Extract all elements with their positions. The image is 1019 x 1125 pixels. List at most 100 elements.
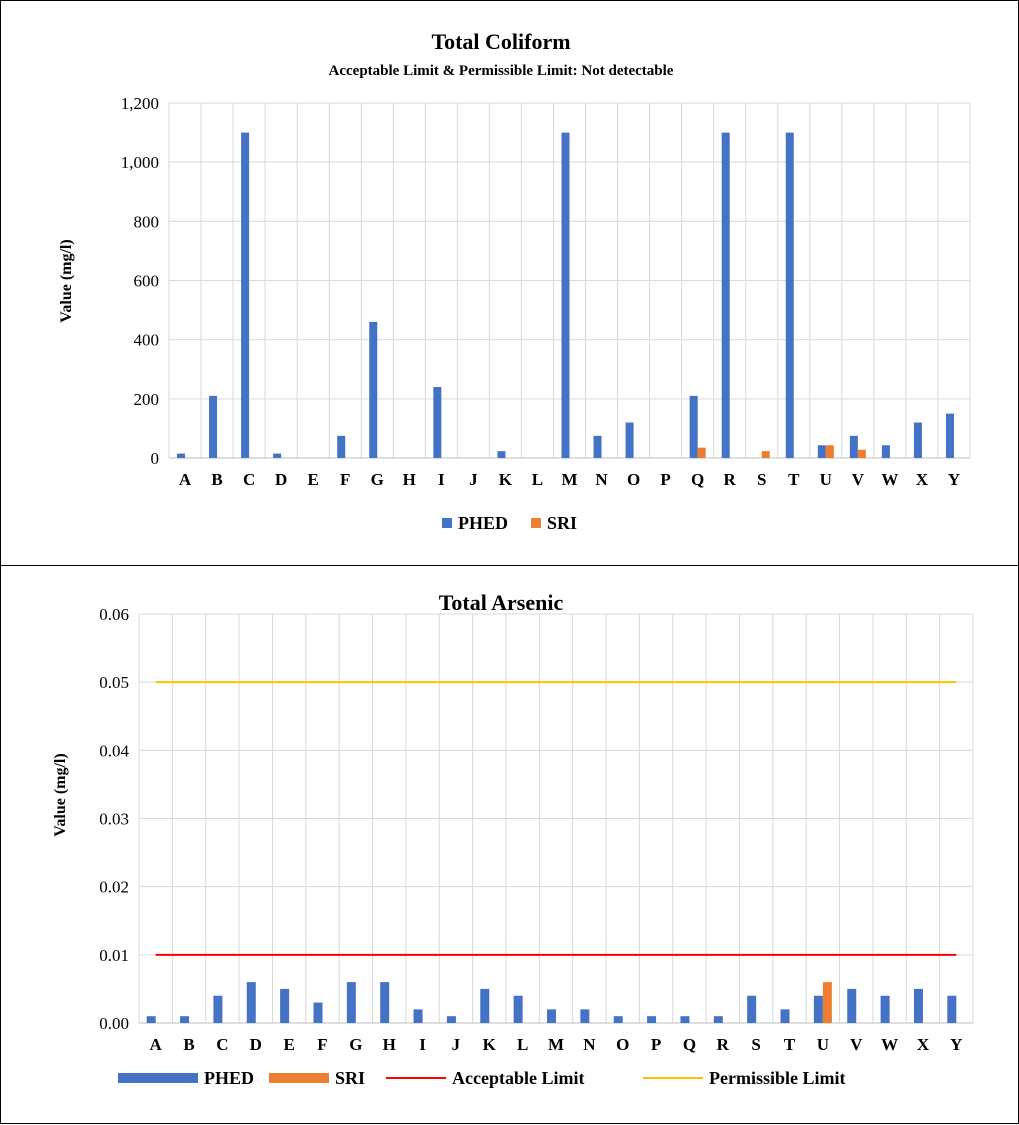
y-tick-label: 0.02 [99, 878, 129, 897]
y-tick-label: 0.01 [99, 946, 129, 965]
x-tick-label: U [817, 1035, 829, 1054]
y-tick-label: 1,200 [121, 94, 159, 113]
bar-phed-r [721, 132, 730, 459]
legend-label-phed: PHED [458, 513, 508, 533]
y-tick-label: 800 [134, 212, 160, 231]
coliform-chart-panel: Total Coliform Acceptable Limit & Permis… [0, 0, 1019, 566]
bar-sri-u [822, 982, 832, 1023]
arsenic-chart: Total Arsenic Value (mg/l) 0.00 0.01 0.02 0… [52, 590, 974, 1088]
bar-phed-j [446, 1016, 456, 1023]
x-tick-label: I [438, 470, 445, 489]
bar-phed-b [180, 1016, 190, 1023]
x-tick-label: N [583, 1035, 596, 1054]
x-tick-label: P [660, 470, 670, 489]
y-tick-label: 0.04 [99, 741, 129, 760]
x-tick-label: K [499, 470, 513, 489]
x-tick-label: H [383, 1035, 396, 1054]
legend-label-permissible-limit: Permissible Limit [709, 1068, 845, 1088]
chart-subtitle: Acceptable Limit & Permissible Limit: No… [329, 63, 674, 79]
coliform-chart: Total Coliform Acceptable Limit & Permis… [58, 29, 971, 533]
bar-phed-k [497, 451, 506, 458]
bar-phed-s [747, 995, 757, 1023]
x-tick-label: N [595, 470, 608, 489]
bar-phed-n [593, 435, 602, 458]
x-tick-label: C [243, 470, 255, 489]
x-tick-label: V [852, 470, 865, 489]
x-tick-label: E [308, 470, 319, 489]
x-tick-label: J [452, 1035, 461, 1054]
bar-phed-m [547, 1009, 556, 1023]
y-tick-label: 200 [134, 390, 160, 409]
y-axis-label: Value (mg/l) [52, 753, 69, 836]
x-tick-label: U [820, 470, 832, 489]
x-tick-label: I [419, 1035, 426, 1054]
legend-label-sri: SRI [335, 1068, 365, 1088]
x-tick-label: K [483, 1035, 497, 1054]
x-tick-label: W [881, 1035, 898, 1054]
bar-phed-l [513, 995, 523, 1023]
bar-phed-v [849, 435, 858, 458]
y-tick-label: 0.00 [99, 1014, 129, 1033]
bar-phed-u [817, 445, 826, 458]
x-tick-label: P [651, 1035, 661, 1054]
chart-title: Total Coliform [431, 29, 570, 54]
bar-phed-g [369, 321, 378, 458]
bar-phed-c [213, 995, 223, 1023]
legend-label-sri: SRI [547, 513, 577, 533]
bar-phed-g [346, 982, 356, 1023]
bar-phed-p [647, 1016, 657, 1023]
bar-phed-x [913, 988, 923, 1023]
x-tick-label: T [784, 1035, 796, 1054]
y-tick-label: 1,000 [121, 153, 159, 172]
bar-phed-d [246, 982, 256, 1023]
y-tick-label: 0.06 [99, 605, 129, 624]
x-tick-label: W [881, 470, 898, 489]
bar-phed-r [713, 1016, 723, 1023]
bar-phed-h [380, 982, 390, 1023]
bar-phed-q [680, 1016, 690, 1023]
x-tick-label: Q [691, 470, 704, 489]
bar-phed-a [177, 453, 186, 458]
legend-label-acceptable-limit: Acceptable Limit [452, 1068, 584, 1088]
bar-sri-s [761, 451, 770, 458]
y-axis-label: Value (mg/l) [58, 239, 75, 322]
y-tick-label: 0 [151, 449, 160, 468]
bar-sri-u [825, 445, 834, 458]
legend-label-phed: PHED [204, 1068, 254, 1088]
x-tick-label: T [788, 470, 800, 489]
bar-phed-e [280, 988, 290, 1023]
y-tick-label: 0.05 [99, 673, 129, 692]
x-tick-label: X [917, 1035, 930, 1054]
y-tick-label: 0.03 [99, 810, 129, 829]
x-tick-label: C [216, 1035, 228, 1054]
x-tick-label: L [517, 1035, 528, 1054]
bar-phed-y [945, 413, 954, 458]
bar-phed-i [433, 387, 442, 458]
x-tick-label: G [349, 1035, 362, 1054]
bar-phed-w [880, 995, 890, 1023]
bar-phed-u [813, 995, 823, 1023]
x-tick-label: J [469, 470, 478, 489]
x-tick-label: Y [950, 1035, 962, 1054]
bar-phed-t [785, 132, 794, 459]
bar-phed-f [337, 435, 346, 458]
bar-phed-k [480, 988, 490, 1023]
x-tick-label: D [275, 470, 287, 489]
x-tick-label: Q [683, 1035, 696, 1054]
legend-swatch-phed [118, 1073, 198, 1083]
x-tick-label: O [627, 470, 640, 489]
chart-title: Total Arsenic [439, 590, 564, 615]
bar-phed-q [689, 395, 698, 458]
bar-phed-y [947, 995, 957, 1023]
x-tick-label: X [916, 470, 929, 489]
x-tick-label: G [371, 470, 384, 489]
bar-phed-o [625, 422, 634, 458]
x-tick-label: S [751, 1035, 760, 1054]
x-tick-label: A [150, 1035, 163, 1054]
x-tick-label: D [250, 1035, 262, 1054]
y-tick-label: 600 [134, 272, 160, 291]
x-tick-label: L [532, 470, 543, 489]
x-tick-label: M [548, 1035, 564, 1054]
x-tick-label: F [317, 1035, 327, 1054]
bar-phed-x [913, 422, 922, 458]
